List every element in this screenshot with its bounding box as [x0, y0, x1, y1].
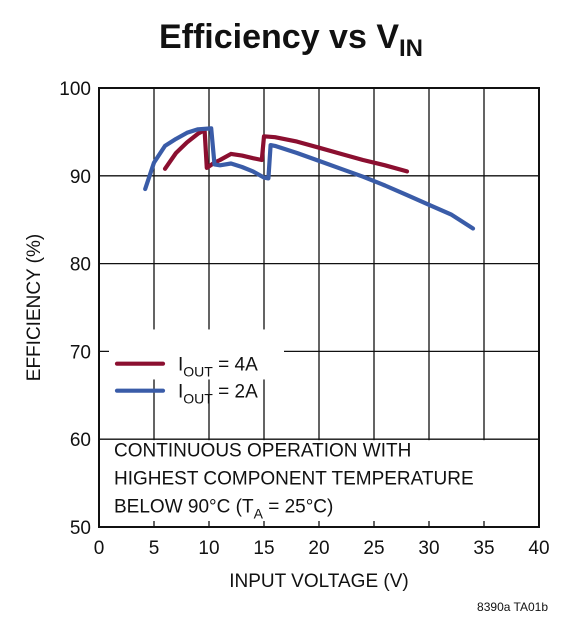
legend-label: IOUT = 2A	[178, 382, 258, 407]
x-tick-label: 30	[418, 538, 439, 559]
y-tick-label: 90	[70, 167, 91, 188]
x-tick-label: 35	[473, 538, 494, 559]
grid	[99, 88, 539, 527]
y-tick-label: 100	[59, 79, 91, 100]
y-tick-label: 80	[70, 255, 91, 276]
tick-labels: 0 5 10 15 20 25 30 35 40 50 60 70 80 90 100	[59, 79, 549, 559]
x-tick-label: 0	[94, 538, 105, 559]
chart-title: Efficiency vs VIN	[159, 18, 423, 62]
legend-label: IOUT = 4A	[178, 355, 258, 380]
annotation-line: CONTINUOUS OPERATION WITH	[114, 440, 411, 461]
x-axis-label: INPUT VOLTAGE (V)	[229, 571, 408, 592]
y-tick-label: 60	[70, 430, 91, 451]
x-tick-label: 25	[363, 538, 384, 559]
series-line	[162, 128, 410, 174]
series-line	[143, 126, 476, 231]
series-lines	[143, 126, 476, 231]
plot-frame	[98, 87, 540, 528]
y-tick-label: 70	[70, 342, 91, 363]
x-tick-label: 5	[149, 538, 160, 559]
annotation-line: BELOW 90°C (TA = 25°C)	[114, 496, 333, 521]
x-tick-label: 40	[528, 538, 549, 559]
annotation-line: HIGHEST COMPONENT TEMPERATURE	[114, 468, 474, 489]
figure-code: 8390a TA01b	[477, 600, 548, 614]
y-axis-label: EFFICIENCY (%)	[24, 234, 45, 381]
legend-background	[109, 329, 284, 380]
annotation-background	[104, 440, 495, 521]
x-tick-label: 15	[253, 538, 274, 559]
y-tick-label: 50	[70, 518, 91, 539]
x-tick-label: 10	[198, 538, 219, 559]
x-tick-label: 20	[308, 538, 329, 559]
annotation-note: CONTINUOUS OPERATION WITH HIGHEST COMPONE…	[114, 440, 474, 521]
